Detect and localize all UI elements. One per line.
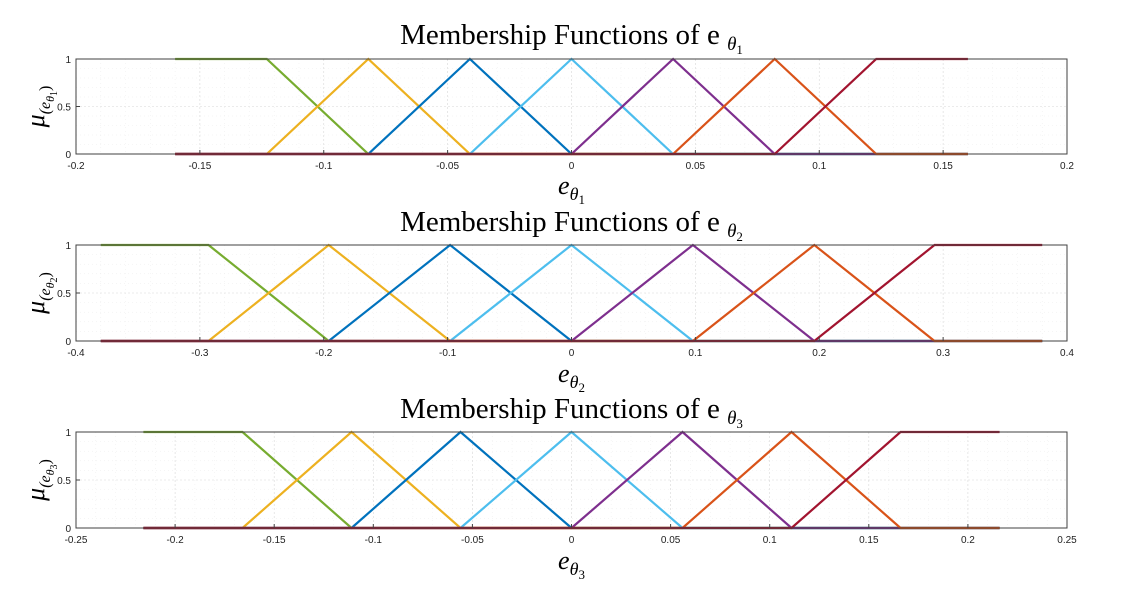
x-tick-label: 0.15 bbox=[859, 535, 879, 546]
x-axis-label: eθ1 bbox=[558, 171, 585, 207]
x-tick-label: -0.1 bbox=[365, 535, 383, 546]
x-tick-label: -0.2 bbox=[315, 348, 333, 359]
x-tick-label: -0.25 bbox=[65, 535, 88, 546]
x-tick-label: 0.2 bbox=[961, 535, 975, 546]
x-tick-label: 0.2 bbox=[1060, 161, 1074, 172]
y-tick-label: 1 bbox=[65, 55, 71, 66]
chart-panel-3: -0.25 -0.2 -0.15 -0.1 -0.05 0 0.05 0.1 0.15 0.2 0.… bbox=[21, 393, 1077, 582]
x-tick-label: 0.05 bbox=[686, 161, 706, 172]
x-tick-label: -0.15 bbox=[263, 535, 286, 546]
x-tick-label: -0.2 bbox=[166, 535, 184, 546]
x-tick-label: 0 bbox=[569, 348, 575, 359]
x-tick-label: -0.4 bbox=[67, 348, 85, 359]
chart-title: Membership Functions of e θ1 bbox=[400, 19, 743, 57]
chart-panel-1: -0.2 -0.15 -0.1 -0.05 0 0.05 0.1 0.15 0.2 0 0.5 1 Me… bbox=[21, 19, 1074, 207]
y-tick-label: 0.5 bbox=[57, 476, 71, 487]
x-tick-label: -0.05 bbox=[436, 161, 459, 172]
y-axis-label: μ(eθ1) bbox=[21, 86, 60, 129]
y-tick-label: 0.5 bbox=[57, 103, 71, 114]
chart-panel-2: -0.4 -0.3 -0.2 -0.1 0 0.1 0.2 0.3 0.4 0 0.5 1 Member… bbox=[21, 206, 1074, 395]
y-tick-label: 0 bbox=[65, 150, 71, 161]
y-tick-label: 1 bbox=[65, 428, 71, 439]
x-tick-label: -0.15 bbox=[188, 161, 211, 172]
y-axis-label: μ(eθ2) bbox=[21, 272, 60, 315]
y-tick-label: 0 bbox=[65, 524, 71, 535]
x-tick-label: 0.1 bbox=[812, 161, 826, 172]
y-tick-label: 0.5 bbox=[57, 289, 71, 300]
x-tick-label: 0.25 bbox=[1057, 535, 1077, 546]
x-tick-label: 0.2 bbox=[812, 348, 826, 359]
chart-title: Membership Functions of e θ2 bbox=[400, 206, 743, 244]
x-tick-label: 0.4 bbox=[1060, 348, 1074, 359]
x-axis-label: eθ2 bbox=[558, 359, 585, 395]
x-tick-label: 0.1 bbox=[763, 535, 777, 546]
x-tick-label: -0.1 bbox=[439, 348, 457, 359]
x-tick-label: -0.2 bbox=[67, 161, 85, 172]
chart-title: Membership Functions of e θ3 bbox=[400, 393, 743, 431]
y-tick-label: 1 bbox=[65, 241, 71, 252]
y-axis-label: μ(eθ3) bbox=[21, 459, 60, 502]
x-tick-label: 0.1 bbox=[688, 348, 702, 359]
y-tick-label: 0 bbox=[65, 337, 71, 348]
x-tick-label: 0 bbox=[569, 535, 575, 546]
x-tick-label: -0.05 bbox=[461, 535, 484, 546]
x-tick-label: 0.05 bbox=[661, 535, 681, 546]
x-axis-label: eθ3 bbox=[558, 546, 585, 582]
x-tick-label: 0 bbox=[569, 161, 575, 172]
x-tick-label: 0.3 bbox=[936, 348, 950, 359]
x-tick-label: -0.3 bbox=[191, 348, 209, 359]
x-tick-label: -0.1 bbox=[315, 161, 333, 172]
x-tick-label: 0.15 bbox=[933, 161, 953, 172]
